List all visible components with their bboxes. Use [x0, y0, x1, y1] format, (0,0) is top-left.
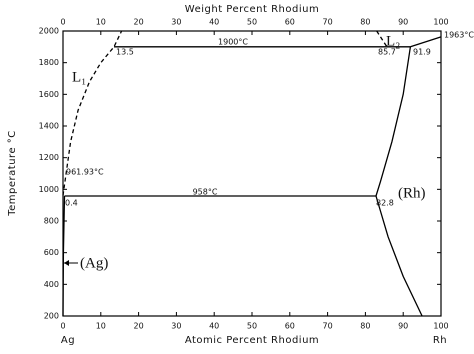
plot-frame — [62, 30, 442, 317]
y-tick-label: 2000 — [39, 27, 59, 36]
y-tick-label: 800 — [44, 217, 59, 226]
x2-tick-label: 70 — [323, 18, 333, 27]
annotation: 958°C — [193, 188, 218, 197]
x-tick-label: 40 — [209, 322, 219, 331]
y-tick-label: 600 — [44, 248, 59, 257]
y-axis-title: Temperature °C — [7, 130, 18, 217]
x-tick-label: 100 — [433, 322, 448, 331]
annotation: 961.93°C — [66, 168, 104, 177]
x2-tick-label: 40 — [209, 18, 219, 27]
annotation: 13.5 — [116, 48, 134, 57]
x-axis-title: Atomic Percent Rhodium — [185, 335, 319, 346]
x2-tick-label: 100 — [433, 18, 448, 27]
y-tick-label: 1600 — [39, 90, 59, 99]
x2-tick-label: 80 — [360, 18, 370, 27]
x-tick-label: 80 — [360, 322, 370, 331]
y-tick-label: 1200 — [39, 153, 59, 162]
annotation: 0.4 — [65, 199, 78, 208]
x2-tick-label: 50 — [247, 18, 257, 27]
arrow-head — [64, 260, 69, 266]
y-tick-label: 1000 — [39, 185, 59, 194]
annotation: Ag — [61, 335, 75, 346]
x-tick-label: 20 — [134, 322, 144, 331]
y-tick-label: 1800 — [39, 58, 59, 67]
x2-tick-label: 30 — [171, 18, 181, 27]
y-tick-label: 200 — [44, 312, 59, 321]
x2-tick-label: 10 — [96, 18, 106, 27]
x2-tick-label: 20 — [134, 18, 144, 27]
phase-boundary — [410, 36, 442, 48]
x-tick-label: 10 — [96, 322, 106, 331]
phase-boundary — [375, 195, 423, 317]
phase-boundary — [375, 46, 412, 197]
annotation: L₁ — [72, 69, 86, 85]
annotation: 91.9 — [413, 48, 431, 57]
x2-tick-label: 60 — [285, 18, 295, 27]
annotation: L₂ — [386, 33, 400, 49]
y-tick-label: 1400 — [39, 122, 59, 131]
x-tick-label: 60 — [285, 322, 295, 331]
annotation: 1900°C — [218, 38, 248, 47]
x2-tick-label: 0 — [60, 18, 65, 27]
phase-boundary — [376, 30, 388, 48]
x2-axis-title: Weight Percent Rhodium — [185, 4, 319, 15]
y-tick-label: 400 — [44, 280, 59, 289]
x-tick-label: 70 — [323, 322, 333, 331]
x-tick-label: 90 — [398, 322, 408, 331]
x-tick-label: 50 — [247, 322, 257, 331]
x-tick-label: 30 — [171, 322, 181, 331]
annotation: (Ag) — [80, 255, 108, 271]
annotation: 85.7 — [378, 48, 396, 57]
x2-tick-label: 90 — [398, 18, 408, 27]
annotation: 1963°C — [444, 31, 474, 40]
annotation: Rh — [433, 335, 447, 346]
x-tick-label: 0 — [60, 322, 65, 331]
annotation: 82.8 — [376, 199, 394, 208]
annotation: (Rh) — [398, 185, 426, 201]
phase-boundary — [62, 195, 66, 317]
